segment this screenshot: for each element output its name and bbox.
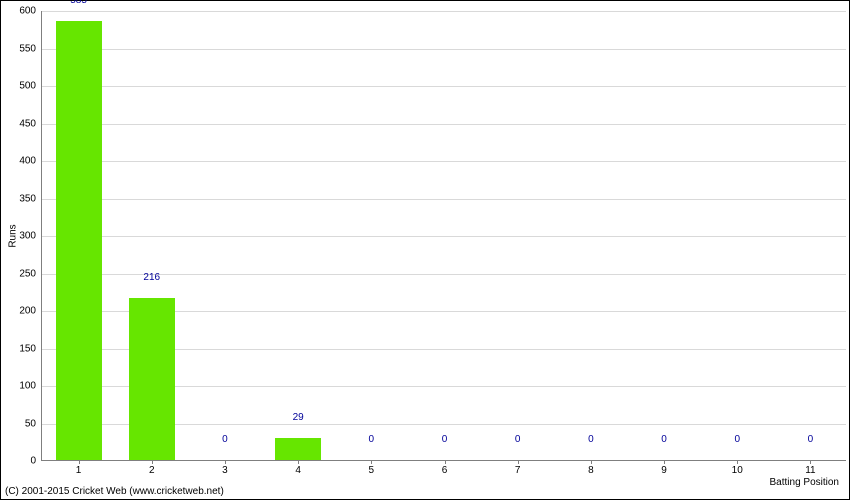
bar-value-label: 216 [143,272,160,285]
bar-value-label: 29 [293,412,304,425]
bar-value-label: 0 [442,434,448,447]
bar-value-label: 0 [734,434,740,447]
gridline [42,124,846,125]
y-tick-label: 200 [19,306,42,317]
y-tick-label: 450 [19,118,42,129]
bar-value-label: 585 [70,0,87,8]
x-tick-label: 3 [222,460,228,476]
y-tick-label: 0 [30,456,42,467]
gridline [42,86,846,87]
x-tick-label: 4 [295,460,301,476]
y-tick-label: 250 [19,268,42,279]
bar-value-label: 0 [369,434,375,447]
chart-frame: 0501001502002503003504004505005506001585… [0,0,850,500]
bar-value-label: 0 [588,434,594,447]
gridline [42,199,846,200]
bar [275,438,321,460]
x-tick-label: 1 [76,460,82,476]
x-axis-label: Batting Position [770,477,840,488]
x-tick-label: 10 [732,460,743,476]
y-tick-label: 500 [19,81,42,92]
gridline [42,236,846,237]
bar-value-label: 0 [808,434,814,447]
gridline [42,11,846,12]
y-tick-label: 150 [19,343,42,354]
x-tick-label: 8 [588,460,594,476]
y-tick-label: 550 [19,43,42,54]
bar [56,21,102,460]
y-tick-label: 350 [19,193,42,204]
x-tick-label: 11 [805,460,815,476]
bar-value-label: 0 [515,434,521,447]
plot-area: 0501001502002503003504004505005506001585… [41,11,846,461]
y-tick-label: 300 [19,231,42,242]
copyright-footer: (C) 2001-2015 Cricket Web (www.cricketwe… [5,486,224,497]
bar [129,298,175,460]
gridline [42,274,846,275]
gridline [42,161,846,162]
x-tick-label: 6 [442,460,448,476]
gridline [42,49,846,50]
y-tick-label: 100 [19,381,42,392]
bar-value-label: 0 [661,434,667,447]
x-tick-label: 9 [661,460,667,476]
y-tick-label: 50 [25,418,42,429]
bar-value-label: 0 [222,434,228,447]
y-tick-label: 400 [19,156,42,167]
x-tick-label: 5 [369,460,375,476]
y-tick-label: 600 [19,6,42,17]
x-tick-label: 2 [149,460,155,476]
y-axis-label: Runs [8,224,19,247]
x-tick-label: 7 [515,460,521,476]
